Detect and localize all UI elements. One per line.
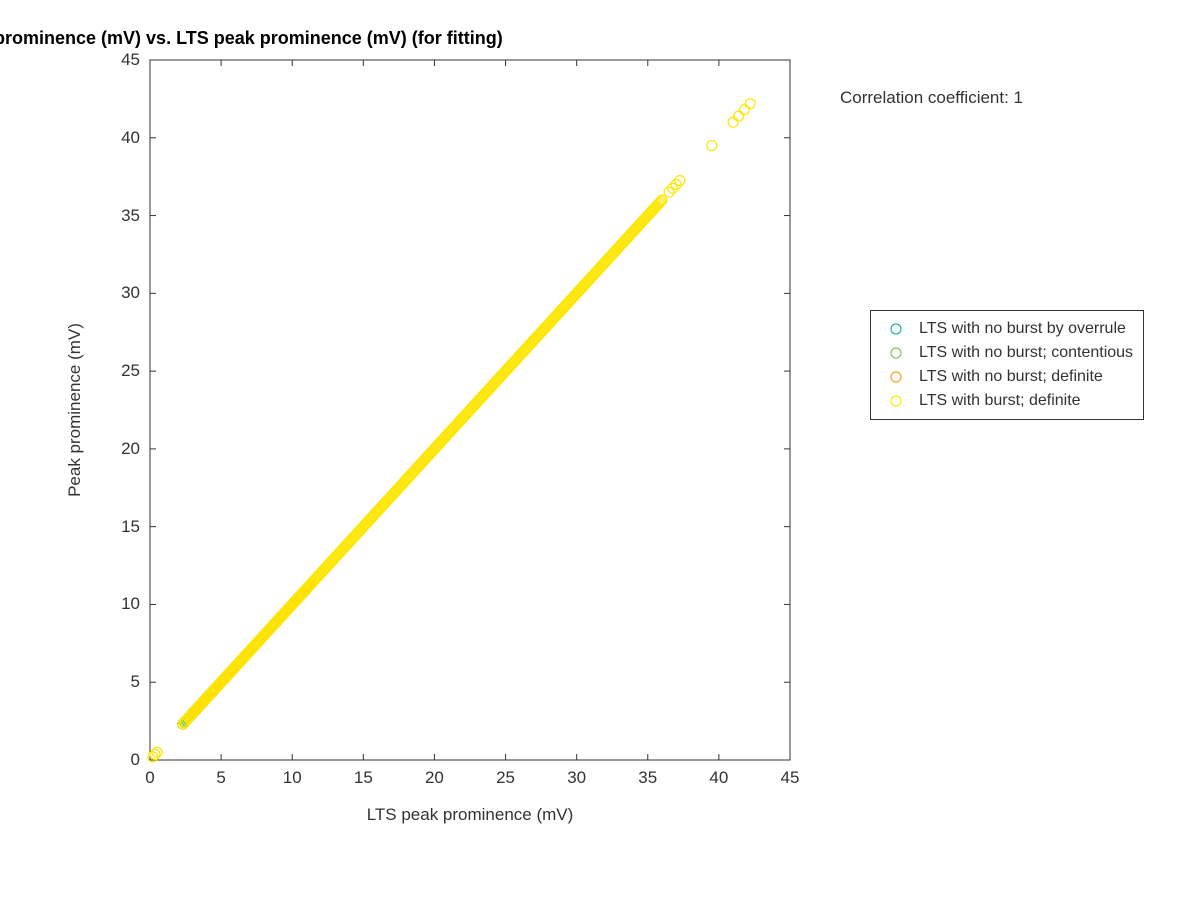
y-tick-label: 30 <box>121 283 140 303</box>
y-tick-label: 15 <box>121 517 140 537</box>
legend-marker-icon <box>881 394 911 408</box>
x-tick-label: 40 <box>709 768 728 788</box>
x-tick-label: 5 <box>216 768 225 788</box>
x-tick-label: 25 <box>496 768 515 788</box>
x-tick-label: 45 <box>781 768 800 788</box>
y-tick-label: 0 <box>131 750 140 770</box>
y-tick-label: 20 <box>121 439 140 459</box>
x-tick-label: 10 <box>283 768 302 788</box>
scatter-plot <box>0 0 1200 900</box>
y-tick-label: 40 <box>121 128 140 148</box>
legend-label: LTS with no burst; contentious <box>911 344 1133 362</box>
y-tick-label: 25 <box>121 361 140 381</box>
x-tick-label: 20 <box>425 768 444 788</box>
legend-item: LTS with no burst by overrule <box>881 317 1133 341</box>
y-tick-label: 5 <box>131 672 140 692</box>
legend-item: LTS with burst; definite <box>881 389 1133 413</box>
y-tick-label: 10 <box>121 594 140 614</box>
legend-label: LTS with no burst; definite <box>911 368 1103 386</box>
x-tick-label: 15 <box>354 768 373 788</box>
x-tick-label: 30 <box>567 768 586 788</box>
x-tick-label: 35 <box>638 768 657 788</box>
legend-label: LTS with burst; definite <box>911 392 1081 410</box>
legend-marker-icon <box>881 370 911 384</box>
legend-item: LTS with no burst; contentious <box>881 341 1133 365</box>
x-axis-label: LTS peak prominence (mV) <box>367 805 574 825</box>
x-tick-label: 0 <box>145 768 154 788</box>
legend-marker-icon <box>881 322 911 336</box>
y-axis-label: Peak prominence (mV) <box>65 323 85 497</box>
legend-label: LTS with no burst by overrule <box>911 320 1126 338</box>
legend-item: LTS with no burst; definite <box>881 365 1133 389</box>
y-tick-label: 35 <box>121 206 140 226</box>
legend-marker-icon <box>881 346 911 360</box>
legend: LTS with no burst by overrule LTS with no… <box>870 310 1144 420</box>
y-tick-label: 45 <box>121 50 140 70</box>
